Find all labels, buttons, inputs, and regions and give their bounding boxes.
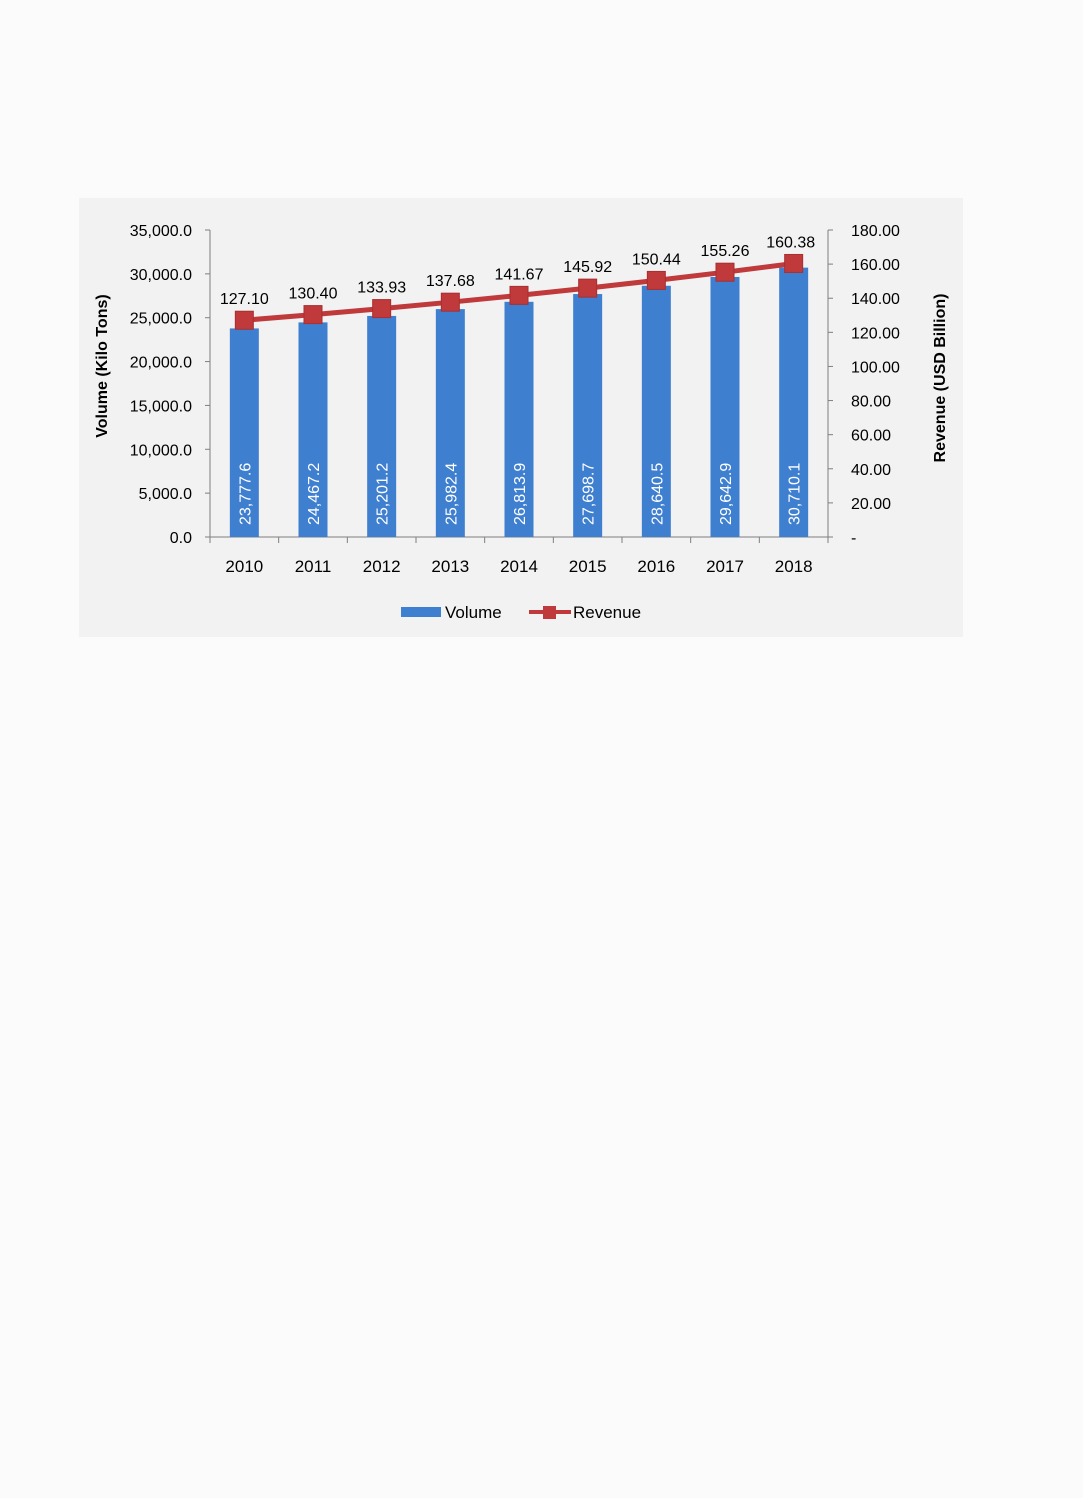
legend-revenue-marker [543, 606, 556, 619]
y-left-tick-label: 30,000.0 [130, 267, 192, 284]
revenue-data-label: 150.44 [632, 251, 681, 268]
volume-bar-label: 26,813.9 [512, 463, 529, 525]
x-tick-label: 2011 [295, 557, 332, 576]
volume-bar [504, 301, 534, 537]
volume-bar-label: 29,642.9 [718, 463, 735, 525]
volume-bar-label: 24,467.2 [306, 463, 323, 525]
volume-bar [641, 285, 671, 537]
chart-panel: 0.0 5,000.0 10,000.0 15,000.0 20,000.0 25,000… [79, 198, 963, 637]
volume-bar-label: 27,698.7 [581, 463, 598, 525]
y-right-tick-label: 120.00 [851, 325, 900, 342]
volume-bar-labels: 23,777.6 24,467.2 25,201.2 25,982.4 26,813.9… [237, 463, 803, 525]
y-left-tick-label: 10,000.0 [130, 442, 192, 459]
y-left-tick-label: 0.0 [170, 530, 192, 547]
revenue-data-label: 130.40 [289, 286, 338, 303]
legend-revenue-label: Revenue [573, 603, 641, 622]
volume-bar [435, 309, 465, 537]
volume-bar-label: 25,201.2 [375, 463, 392, 525]
y-left-tick-label: 15,000.0 [130, 398, 192, 415]
volume-bar-label: 30,710.1 [787, 463, 804, 525]
y-right-axis: - 20.00 40.00 60.00 80.00 100.00 120.00 140.00 1… [827, 223, 900, 547]
y-left-tick-label: 25,000.0 [130, 311, 192, 328]
y-right-tick-label: - [851, 530, 856, 547]
volume-bar [229, 328, 259, 537]
x-tick-label: 2013 [431, 557, 469, 576]
y-right-tick-label: 100.00 [851, 359, 900, 376]
x-tick-label: 2016 [637, 557, 675, 576]
volume-bar-label: 25,982.4 [443, 463, 460, 525]
revenue-data-label: 141.67 [495, 266, 544, 283]
y-right-tick-label: 160.00 [851, 257, 900, 274]
volume-bar [573, 294, 603, 537]
revenue-line-series [234, 253, 804, 330]
x-tick-label: 2012 [363, 557, 401, 576]
x-tick-label: 2014 [500, 557, 538, 576]
x-tick-label: 2017 [706, 557, 744, 576]
legend: Volume Revenue [401, 603, 641, 622]
revenue-data-label: 137.68 [426, 273, 475, 290]
revenue-marker [509, 285, 529, 305]
x-axis: 2010 2011 2012 2013 2014 2015 2016 2017 2018 [209, 536, 829, 576]
y-right-tick-label: 140.00 [851, 291, 900, 308]
y-right-axis-title: Revenue (USD Billion) [932, 294, 949, 463]
volume-bar [298, 322, 328, 537]
y-right-tick-label: 20.00 [851, 496, 891, 513]
revenue-marker [784, 253, 804, 273]
revenue-marker [372, 299, 392, 319]
legend-volume-swatch [401, 607, 441, 617]
y-right-tick-label: 60.00 [851, 428, 891, 445]
revenue-marker [715, 262, 735, 282]
combo-chart: 0.0 5,000.0 10,000.0 15,000.0 20,000.0 25,000… [94, 223, 949, 622]
revenue-data-label: 155.26 [701, 243, 750, 260]
revenue-marker [440, 292, 460, 312]
y-right-tick-label: 80.00 [851, 394, 891, 411]
volume-bar [779, 267, 809, 537]
y-right-tick-label: 40.00 [851, 462, 891, 479]
volume-bar [710, 276, 740, 537]
volume-bars [229, 267, 809, 537]
revenue-marker [234, 310, 254, 330]
revenue-marker [578, 278, 598, 298]
revenue-marker [646, 270, 666, 290]
y-right-tick-label: 180.00 [851, 223, 900, 240]
revenue-data-label: 145.92 [563, 259, 612, 276]
revenue-marker [303, 305, 323, 325]
y-left-tick-label: 35,000.0 [130, 223, 192, 240]
revenue-data-label: 133.93 [357, 280, 406, 297]
revenue-labels: 127.10 130.40 133.93 137.68 141.67 145.92 150.… [220, 234, 815, 308]
x-tick-label: 2018 [775, 557, 813, 576]
revenue-data-label: 127.10 [220, 291, 269, 308]
y-left-tick-label: 5,000.0 [139, 486, 192, 503]
y-left-axis: 0.0 5,000.0 10,000.0 15,000.0 20,000.0 25,000… [130, 223, 211, 547]
y-left-axis-title: Volume (Kilo Tons) [94, 294, 111, 437]
volume-bar [367, 315, 397, 537]
legend-volume-label: Volume [445, 603, 502, 622]
y-left-tick-label: 20,000.0 [130, 355, 192, 372]
volume-bar-label: 23,777.6 [237, 463, 254, 525]
x-tick-label: 2010 [225, 557, 263, 576]
volume-bar-label: 28,640.5 [649, 463, 666, 525]
x-tick-label: 2015 [569, 557, 607, 576]
revenue-data-label: 160.38 [766, 234, 815, 251]
